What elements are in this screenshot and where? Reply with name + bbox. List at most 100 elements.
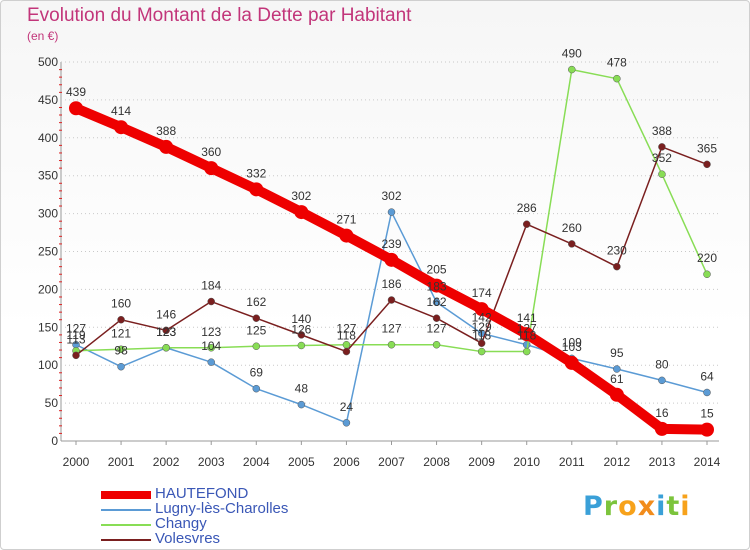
data-point — [609, 387, 624, 402]
data-point — [703, 388, 711, 397]
legend-label: Changy — [155, 515, 207, 532]
data-label: 48 — [295, 382, 309, 396]
data-point — [432, 314, 441, 322]
data-label: 64 — [700, 369, 714, 383]
y-tick-label: 200 — [38, 282, 58, 296]
data-label: 140 — [291, 312, 311, 326]
data-point — [613, 74, 621, 83]
data-label: 127 — [66, 322, 86, 336]
x-tick-label: 2008 — [423, 455, 450, 469]
data-label: 127 — [336, 322, 356, 336]
data-point — [568, 240, 576, 248]
y-tick-label: 500 — [38, 55, 58, 69]
data-label: 184 — [201, 279, 221, 293]
data-label: 260 — [562, 221, 582, 235]
data-point — [252, 314, 261, 322]
legend-swatch — [101, 491, 151, 499]
x-tick-label: 2003 — [198, 455, 225, 469]
data-label: 388 — [652, 124, 672, 138]
data-label: 186 — [381, 277, 401, 291]
data-point — [72, 351, 80, 360]
x-tick-label: 2013 — [649, 455, 676, 469]
x-tick-label: 2005 — [288, 455, 315, 469]
x-tick-label: 2006 — [333, 455, 360, 469]
data-point — [249, 182, 264, 197]
x-tick-label: 2011 — [559, 455, 585, 469]
data-point — [432, 298, 441, 307]
data-label: 239 — [381, 237, 401, 251]
data-point — [564, 355, 579, 370]
data-label: 127 — [381, 322, 401, 336]
data-point — [342, 419, 351, 427]
data-label: 146 — [156, 307, 176, 321]
data-label: 162 — [246, 295, 266, 309]
data-label: 104 — [201, 339, 221, 353]
x-tick-label: 2014 — [694, 455, 721, 469]
data-point — [387, 296, 396, 304]
data-label: 439 — [66, 85, 86, 99]
data-label: 127 — [427, 322, 447, 336]
data-label: 119 — [66, 328, 85, 342]
legend-swatch — [101, 524, 151, 526]
data-label: 103 — [562, 340, 582, 354]
x-tick-label: 2001 — [108, 455, 135, 469]
data-label: 80 — [655, 357, 669, 371]
data-point — [703, 270, 711, 278]
data-label: 332 — [246, 166, 266, 180]
data-label: 286 — [517, 201, 537, 215]
data-label: 118 — [517, 329, 536, 343]
data-label: 205 — [427, 263, 447, 277]
data-label: 15 — [700, 407, 714, 421]
data-label: 95 — [610, 346, 624, 360]
data-point — [69, 101, 83, 116]
x-tick-label: 2000 — [63, 455, 90, 469]
data-point — [207, 358, 215, 366]
data-point — [613, 365, 621, 373]
data-point — [207, 344, 215, 352]
data-point — [613, 262, 621, 271]
data-point — [159, 139, 174, 154]
x-tick-label: 2002 — [153, 455, 180, 469]
data-label: 160 — [111, 297, 131, 311]
data-point — [114, 120, 129, 135]
data-point — [342, 347, 351, 356]
data-label: 271 — [336, 213, 356, 227]
data-point — [384, 252, 399, 267]
data-point — [297, 331, 306, 339]
data-point — [703, 160, 711, 169]
data-label: 16 — [655, 406, 669, 420]
data-point — [204, 161, 219, 176]
legend-label: Volesvres — [155, 530, 221, 547]
data-point — [429, 278, 444, 293]
data-label: 125 — [246, 323, 266, 337]
data-point — [117, 362, 125, 371]
y-tick-label: 400 — [38, 131, 58, 145]
data-label: 302 — [381, 189, 401, 203]
legend-label: Lugny-lès-Charolles — [155, 500, 289, 517]
data-point — [339, 228, 354, 243]
data-label: 352 — [652, 151, 672, 165]
x-tick-label: 2012 — [604, 455, 631, 469]
y-tick-label: 100 — [38, 358, 58, 372]
data-point — [477, 347, 486, 356]
data-label: 478 — [607, 56, 627, 70]
data-point — [297, 400, 306, 409]
data-point — [162, 326, 170, 335]
data-label: 69 — [250, 366, 264, 380]
data-label: 162 — [427, 295, 447, 309]
x-tick-label: 2009 — [468, 455, 495, 469]
data-label: 98 — [114, 344, 128, 358]
data-label: 388 — [156, 124, 176, 138]
data-label: 365 — [697, 141, 717, 155]
proxiti-logo: Proxiti — [583, 491, 691, 522]
x-tick-label: 2010 — [513, 455, 540, 469]
y-tick-label: 250 — [38, 245, 58, 259]
data-point — [252, 384, 261, 393]
data-label: 24 — [340, 400, 354, 414]
data-point — [568, 65, 576, 74]
y-tick-label: 0 — [51, 434, 58, 448]
data-point — [519, 327, 534, 342]
data-label: 123 — [156, 325, 176, 339]
